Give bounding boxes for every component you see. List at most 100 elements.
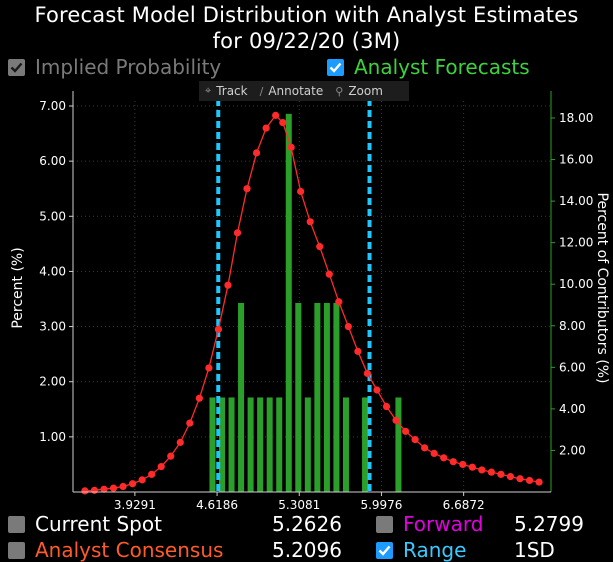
implied-probability-point — [449, 458, 457, 466]
track-button[interactable]: ⌖ Track — [205, 84, 248, 98]
analyst-forecast-bar — [323, 302, 330, 492]
implied-probability-point — [325, 270, 333, 278]
range-value: 1SD — [514, 538, 555, 562]
implied-probability-point — [272, 111, 280, 119]
implied-probability-point — [252, 149, 261, 157]
implied-probability-point — [109, 484, 118, 492]
x-tick-label: 5.9976 — [360, 498, 402, 512]
y-right-tick-label: 14.00 — [559, 194, 593, 208]
implied-probability-point — [81, 487, 89, 495]
analyst-forecast-bar — [295, 302, 302, 492]
magnifier-icon: ⚲ — [335, 84, 344, 98]
analyst-forecast-bar — [257, 397, 264, 492]
current-spot-row[interactable]: Current Spot — [8, 512, 162, 536]
y-left-tick-label: 3.00 — [39, 320, 66, 334]
analyst-forecast-bar — [219, 397, 226, 492]
y-left-tick-label: 4.00 — [39, 264, 66, 278]
y-right-tick-label: 18.00 — [559, 111, 593, 125]
analyst-forecast-bar — [266, 397, 273, 492]
legend-analyst-forecasts[interactable]: Analyst Forecasts — [327, 55, 530, 79]
implied-probability-point — [335, 298, 343, 306]
pencil-icon: ∕ — [259, 84, 264, 98]
y-right-tick-label: 8.00 — [559, 319, 586, 333]
analyst-consensus-row[interactable]: Analyst Consensus — [8, 538, 223, 562]
forward-label: Forward — [403, 512, 484, 536]
implied-probability-point — [100, 485, 108, 493]
implied-probability-point — [525, 476, 534, 485]
x-tick-label: 3.9291 — [114, 498, 156, 512]
checkbox-unchecked-icon[interactable] — [8, 515, 25, 533]
range-label: Range — [403, 538, 467, 562]
legend-implied-probability[interactable]: Implied Probability — [8, 55, 221, 79]
implied-probability-point — [138, 476, 146, 484]
annotate-button[interactable]: ∕ Annotate — [259, 84, 324, 98]
forward-row[interactable]: Forward — [376, 512, 483, 536]
analyst-forecast-bar — [362, 397, 369, 492]
y-right-tick-label: 6.00 — [559, 360, 586, 374]
implied-probability-point — [214, 325, 223, 333]
analyst-forecast-bar — [238, 302, 245, 492]
y-left-tick-label: 7.00 — [39, 99, 66, 113]
analyst-forecast-bar — [247, 397, 254, 492]
implied-probability-point — [506, 472, 515, 481]
implied-probability-point — [90, 486, 99, 494]
implied-probability-point — [478, 466, 486, 474]
x-tick-label: 5.3081 — [278, 498, 320, 512]
implied-probability-point — [186, 419, 194, 427]
chart-title: Forecast Model Distribution with Analyst… — [34, 3, 579, 27]
implied-probability-point — [316, 243, 324, 251]
checkbox-checked-icon[interactable] — [327, 58, 344, 76]
y-left-tick-label: 6.00 — [39, 154, 66, 168]
analyst-forecast-bar — [342, 397, 349, 492]
implied-probability-point — [148, 470, 156, 478]
implied-probability-point — [497, 470, 505, 478]
y-right-tick-label: 10.00 — [559, 277, 593, 291]
y-left-tick-label: 5.00 — [39, 209, 66, 223]
range-row[interactable]: Range — [376, 538, 466, 562]
current-spot-value: 5.2626 — [272, 512, 342, 536]
crosshair-icon: ⌖ — [205, 84, 212, 97]
implied-probability-point — [363, 369, 372, 378]
implied-probability-point — [459, 460, 467, 469]
implied-probability-point — [306, 218, 314, 226]
implied-probability-point — [382, 402, 391, 411]
legend-label: Implied Probability — [35, 55, 222, 79]
implied-probability-point — [411, 436, 419, 444]
implied-probability-point — [487, 468, 495, 476]
implied-probability-point — [287, 143, 295, 151]
checkbox-unchecked-icon[interactable] — [376, 515, 393, 533]
chart-subtitle: for 09/22/20 (3M) — [212, 29, 401, 53]
current-spot-label: Current Spot — [35, 512, 162, 536]
implied-probability-point — [297, 187, 305, 196]
checkbox-checked-icon[interactable] — [8, 58, 25, 76]
implied-probability-point — [157, 463, 165, 471]
analyst-forecast-bar — [395, 397, 402, 492]
zoom-button[interactable]: ⚲ Zoom — [335, 84, 383, 98]
implied-probability-point — [401, 427, 410, 435]
checkbox-checked-icon[interactable] — [376, 541, 393, 559]
checkbox-unchecked-icon[interactable] — [8, 541, 25, 559]
y-right-tick-label: 12.00 — [559, 236, 593, 250]
analyst-forecast-bar — [228, 397, 235, 492]
implied-probability-point — [440, 454, 448, 462]
analyst-forecast-bar — [209, 397, 216, 492]
implied-probability-line — [84, 114, 540, 492]
analyst-forecast-bar — [333, 302, 340, 492]
analyst-forecast-bar — [285, 113, 292, 492]
y-left-tick-label: 1.00 — [39, 430, 66, 444]
analyst-consensus-label: Analyst Consensus — [35, 538, 224, 562]
y-axis-left-title: Percent (%) — [10, 247, 26, 328]
analyst-forecast-bar — [314, 302, 321, 492]
x-tick-label: 4.6186 — [196, 498, 238, 512]
implied-probability-point — [176, 438, 184, 446]
analyst-forecast-bar — [304, 397, 311, 492]
analyst-consensus-value: 5.2096 — [272, 538, 342, 562]
implied-probability-point — [279, 118, 287, 127]
implied-probability-point — [468, 463, 476, 471]
y-right-tick-label: 4.00 — [559, 402, 586, 416]
implied-probability-point — [516, 475, 524, 483]
implied-probability-point — [421, 444, 429, 452]
y-right-tick-label: 2.00 — [559, 443, 586, 457]
y-left-tick-label: 2.00 — [39, 375, 66, 389]
forward-value: 5.2799 — [514, 512, 584, 536]
